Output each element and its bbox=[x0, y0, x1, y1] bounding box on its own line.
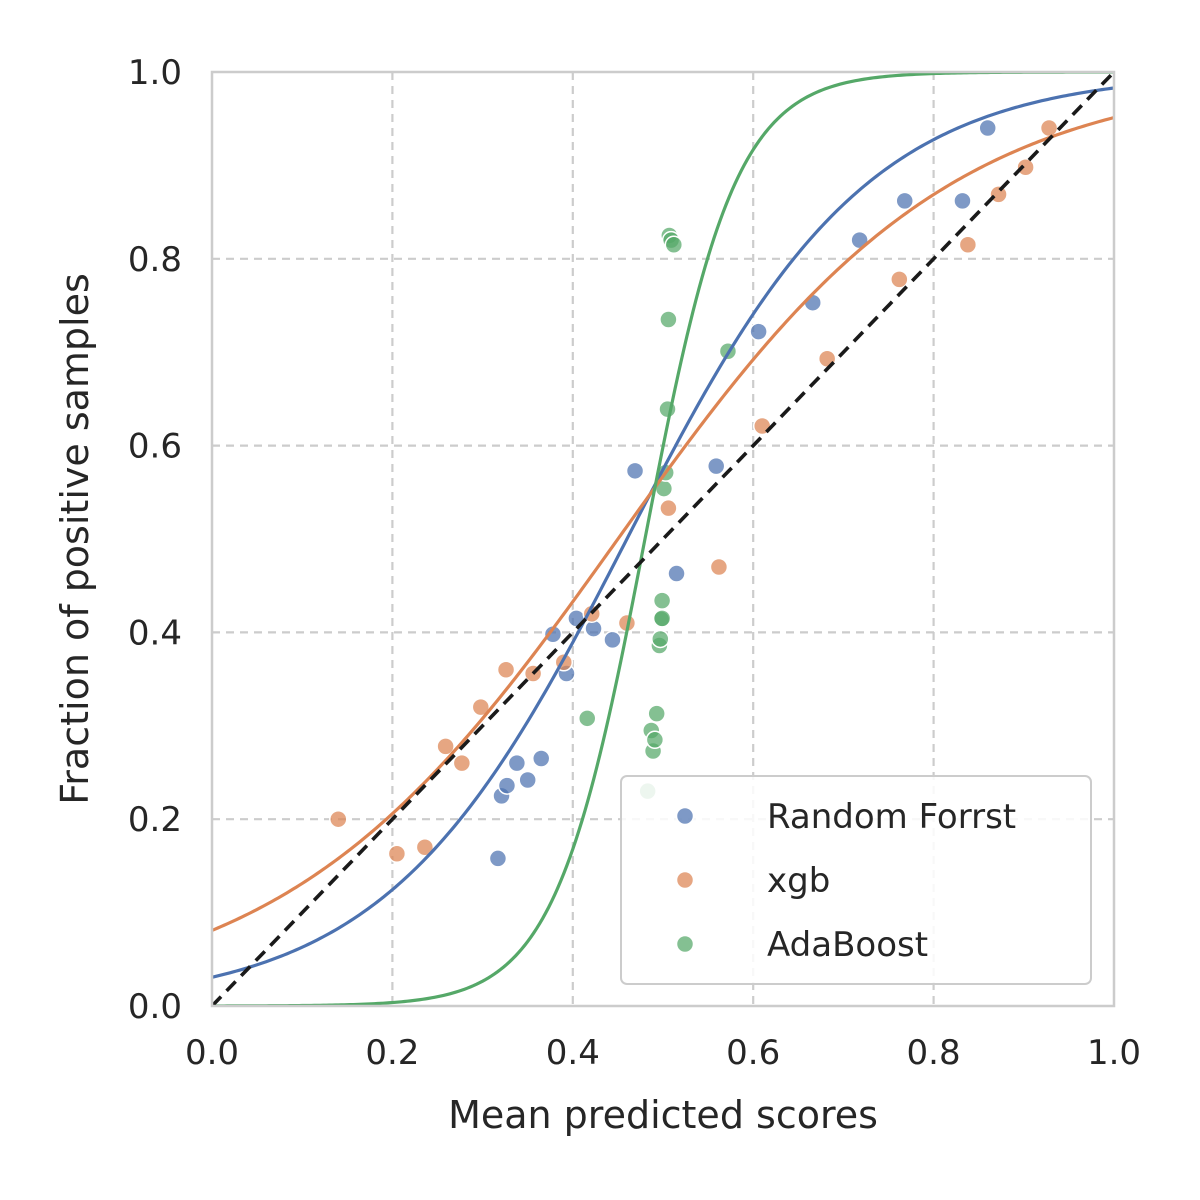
data-point bbox=[706, 456, 726, 476]
series-0-curve bbox=[212, 86, 1114, 979]
x-tick-label: 0.4 bbox=[546, 1033, 600, 1073]
data-point bbox=[803, 293, 822, 312]
data-point bbox=[471, 697, 491, 717]
legend-marker bbox=[675, 870, 695, 890]
data-point bbox=[531, 749, 551, 768]
data-point bbox=[652, 591, 672, 610]
data-point bbox=[507, 753, 527, 773]
y-tick-label: 0.4 bbox=[128, 613, 182, 653]
data-point bbox=[989, 185, 1008, 204]
data-point bbox=[645, 730, 665, 750]
x-tick-label: 0.8 bbox=[907, 1033, 961, 1073]
data-point bbox=[652, 609, 672, 628]
data-point bbox=[496, 660, 516, 680]
data-point bbox=[518, 770, 537, 790]
data-point bbox=[543, 625, 563, 644]
y-tick-label: 0.6 bbox=[128, 427, 182, 467]
data-point bbox=[659, 310, 678, 329]
data-point bbox=[749, 322, 768, 341]
data-point bbox=[978, 118, 997, 138]
plot-area bbox=[212, 72, 1114, 1006]
data-point bbox=[329, 809, 348, 829]
data-point bbox=[488, 849, 508, 868]
plot-frame bbox=[210, 70, 1116, 1008]
series-2-points bbox=[577, 226, 738, 801]
data-point bbox=[603, 630, 622, 650]
data-point bbox=[647, 704, 666, 723]
x-tick-label: 1.0 bbox=[1087, 1033, 1141, 1073]
legend-box bbox=[620, 775, 1092, 985]
data-point bbox=[1016, 158, 1035, 177]
y-axis-label: Fraction of positive samples bbox=[53, 273, 97, 805]
data-point bbox=[387, 844, 407, 864]
data-point bbox=[709, 557, 729, 577]
x-tick-label: 0.6 bbox=[726, 1033, 780, 1073]
data-point bbox=[890, 270, 909, 289]
data-point bbox=[664, 235, 684, 255]
data-point bbox=[497, 776, 517, 795]
legend: Random Forrst xgb AdaBoost bbox=[620, 775, 1092, 985]
series-1-curve bbox=[212, 116, 1114, 932]
reference-diagonal bbox=[212, 72, 1114, 1006]
data-point bbox=[415, 837, 435, 857]
data-point bbox=[953, 191, 972, 211]
x-axis-label: Mean predicted scores bbox=[448, 1093, 878, 1137]
data-point bbox=[958, 235, 978, 255]
x-tick-label: 0.0 bbox=[185, 1033, 239, 1073]
y-tick-label: 0.8 bbox=[128, 240, 182, 280]
legend-marker bbox=[675, 934, 695, 954]
y-tick-label: 0.2 bbox=[128, 800, 182, 840]
data-point bbox=[577, 709, 597, 728]
legend-item: AdaBoost bbox=[675, 925, 928, 965]
legend-item: xgb bbox=[675, 861, 830, 901]
series-0-points bbox=[488, 118, 997, 868]
legend-label: xgb bbox=[767, 861, 830, 901]
x-tick-label: 0.2 bbox=[365, 1033, 419, 1073]
data-point bbox=[667, 564, 686, 583]
series-1-points bbox=[329, 118, 1059, 864]
legend-marker bbox=[675, 806, 695, 826]
data-point bbox=[895, 191, 914, 211]
data-point bbox=[651, 629, 670, 649]
legend-item: Random Forrst bbox=[675, 797, 1016, 837]
y-tick-label: 0.0 bbox=[128, 987, 182, 1027]
data-point bbox=[452, 753, 472, 773]
legend-label: Random Forrst bbox=[767, 797, 1016, 837]
data-point bbox=[625, 461, 645, 481]
data-point bbox=[659, 498, 678, 518]
data-point bbox=[436, 737, 455, 756]
y-tick-label: 1.0 bbox=[128, 53, 182, 93]
legend-label: AdaBoost bbox=[767, 925, 928, 965]
tick-labels: 0.0 0.2 0.4 0.6 0.8 1.0 0.0 0.2 0.4 0.6 0.8 1.0 bbox=[128, 53, 1141, 1073]
